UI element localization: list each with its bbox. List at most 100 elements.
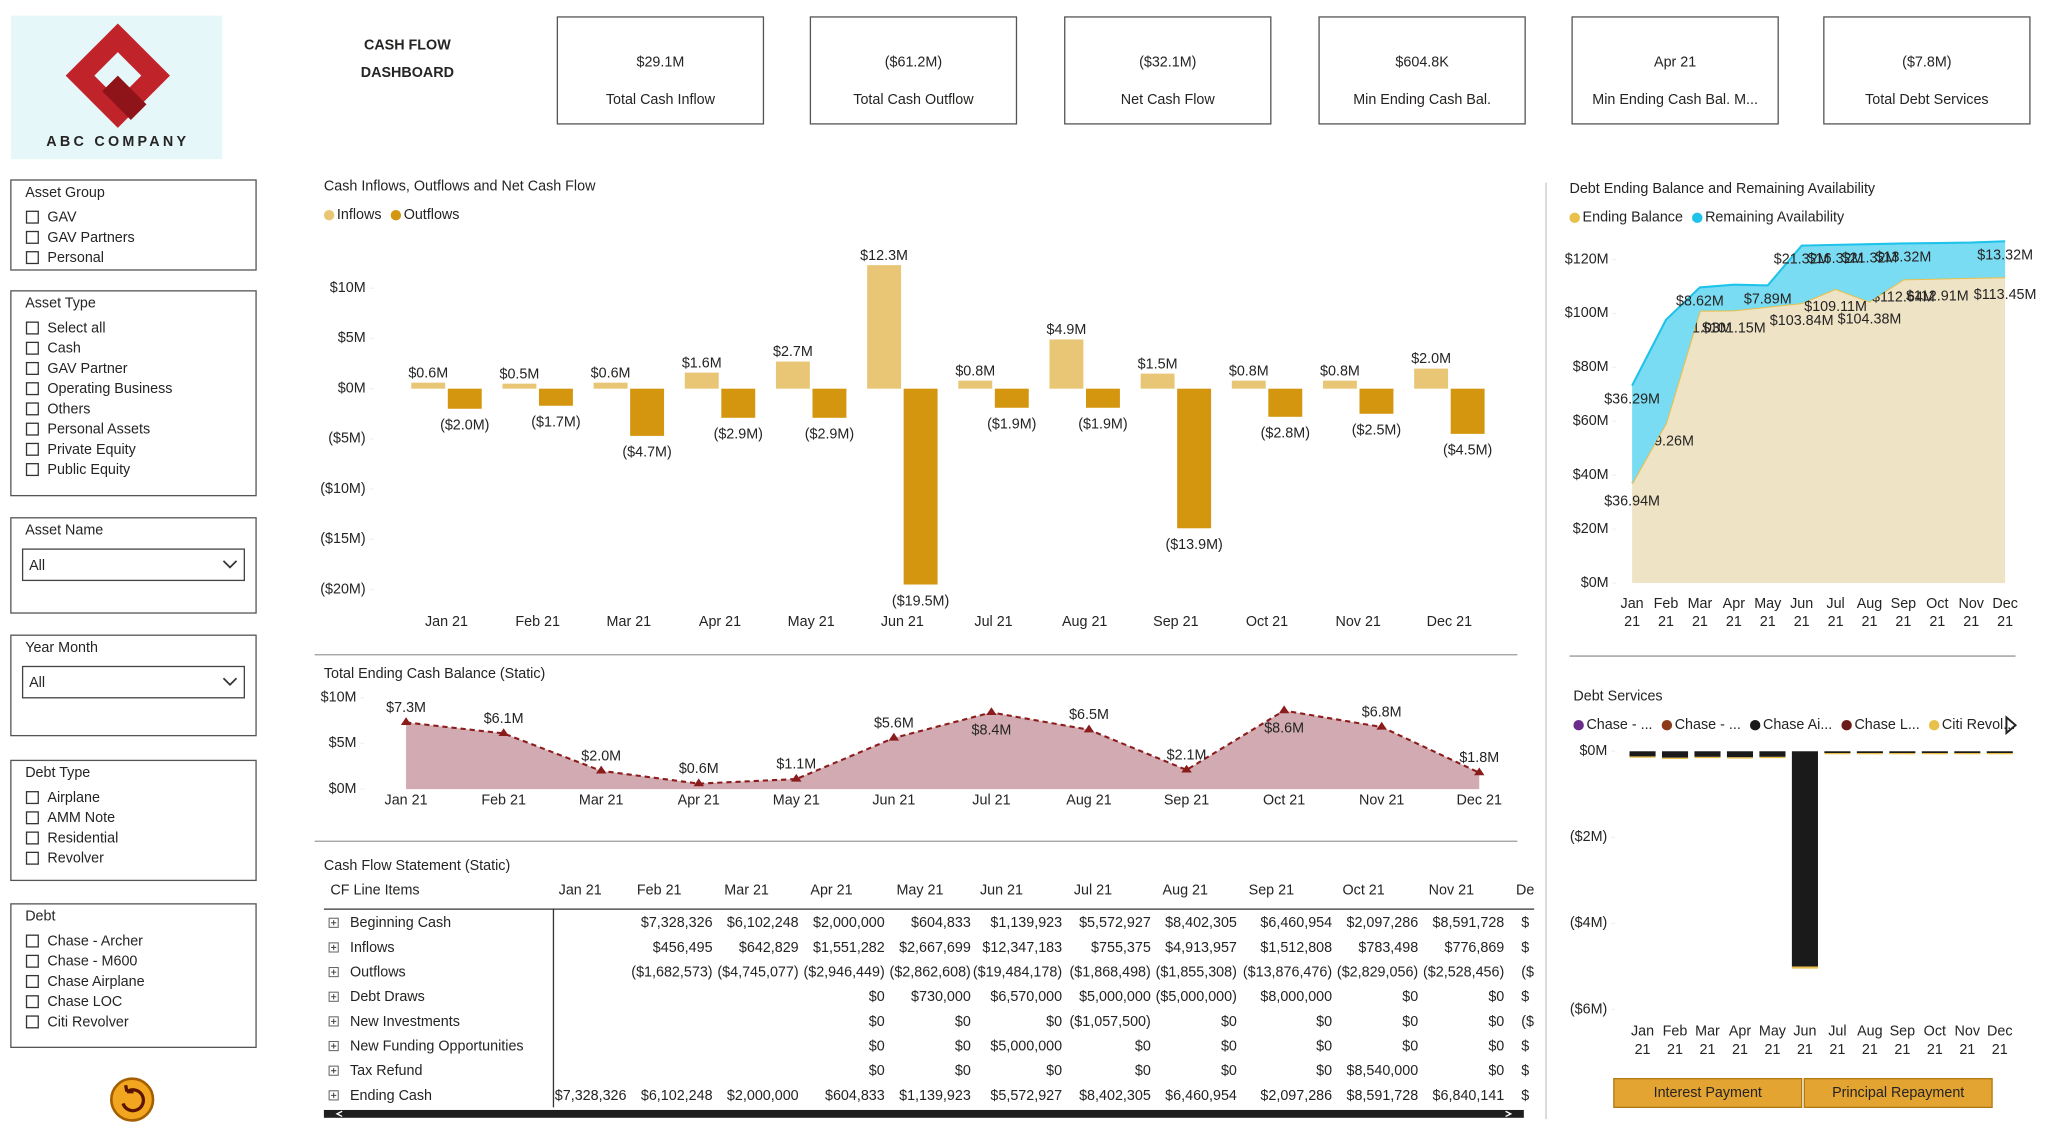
legend-marker: [1749, 719, 1761, 731]
checkbox[interactable]: [25, 831, 39, 845]
checkbox[interactable]: [25, 251, 39, 265]
table-cell: $8,402,305: [1165, 915, 1237, 931]
row-label: Outflows: [350, 965, 406, 981]
column-header: De: [1516, 883, 1534, 899]
data-label: $2.0M: [581, 748, 621, 764]
filter-option[interactable]: Select all: [47, 320, 105, 336]
table-cell: $2,097,286: [1260, 1088, 1332, 1104]
checkbox[interactable]: [25, 422, 39, 436]
filter-option[interactable]: Chase LOC: [47, 994, 122, 1010]
checkbox[interactable]: [25, 1015, 39, 1029]
legend-label: Citi Revol...: [1942, 717, 2015, 733]
table-cell: ($4: [1521, 1014, 1542, 1030]
filter-option[interactable]: Private Equity: [47, 442, 136, 458]
checkbox[interactable]: [25, 341, 39, 355]
filter-option[interactable]: GAV: [47, 210, 77, 226]
table-cell: $8,591,728: [1433, 915, 1505, 931]
filter-option[interactable]: Chase Airplane: [47, 974, 144, 990]
y-tick-label: $0M: [338, 380, 366, 396]
bar: [1856, 752, 1883, 755]
kpi-value: $604.8K: [1395, 54, 1449, 70]
table-cell: $604,833: [825, 1088, 885, 1104]
x-tick-label: Sep 21: [1153, 614, 1198, 630]
filter-option[interactable]: Personal Assets: [47, 422, 150, 438]
filter-option[interactable]: GAV Partner: [47, 361, 127, 377]
x-tick-label: Feb 21: [1654, 596, 1679, 630]
checkbox[interactable]: [25, 463, 39, 477]
kpi-value: ($32.1M): [1139, 54, 1196, 70]
checkbox[interactable]: [25, 851, 39, 865]
filter-option[interactable]: Revolver: [47, 851, 104, 867]
legend-label: Outflows: [404, 207, 460, 223]
table-cell: ($4: [1521, 965, 1542, 981]
table-cell: $: [1521, 940, 1529, 956]
bar: [903, 388, 938, 585]
filter-option[interactable]: Operating Business: [47, 381, 172, 397]
scrollbar[interactable]: [323, 1109, 1524, 1118]
toggle-button[interactable]: [1803, 1078, 1993, 1109]
bar: [812, 388, 847, 418]
table-cell: $: [1521, 915, 1529, 931]
filter-option[interactable]: Public Equity: [47, 462, 131, 478]
filter-option[interactable]: Others: [47, 401, 90, 417]
checkbox[interactable]: [25, 230, 39, 244]
table-cell: $0: [955, 1063, 971, 1079]
checkbox[interactable]: [25, 442, 39, 456]
reset-button[interactable]: [109, 1077, 155, 1122]
filter-title: Year Month: [25, 640, 98, 656]
button-label[interactable]: Interest Payment: [1654, 1085, 1762, 1101]
dropdown-value[interactable]: All: [29, 558, 45, 574]
bar: [1049, 339, 1084, 389]
x-tick-label: Feb 21: [1663, 1023, 1688, 1057]
table-cell: $730,000: [911, 989, 971, 1005]
checkbox[interactable]: [25, 210, 39, 224]
company-name: ABC COMPANY: [46, 134, 189, 150]
checkbox[interactable]: [25, 995, 39, 1009]
checkbox[interactable]: [25, 811, 39, 825]
toggle-button[interactable]: [1613, 1078, 1803, 1109]
legend-next[interactable]: [2005, 715, 2018, 736]
filter-option[interactable]: Chase - Archer: [47, 933, 143, 949]
data-label: $112.64M: [1872, 289, 1935, 305]
dropdown[interactable]: [21, 548, 245, 582]
legend-marker: [1661, 719, 1673, 731]
bar: [1791, 751, 1818, 967]
checkbox[interactable]: [25, 974, 39, 989]
table-cell: $8,591,728: [1346, 1088, 1418, 1104]
filter-option[interactable]: Chase - M600: [47, 954, 137, 970]
filter-option[interactable]: AMM Note: [47, 810, 115, 826]
checkbox[interactable]: [25, 382, 39, 396]
table-cell: $2,000,000: [727, 1088, 799, 1104]
dropdown-value[interactable]: All: [29, 675, 45, 691]
chart: Debt Ending Balance and Remaining Availa…: [1565, 181, 2037, 630]
x-tick-label: Sep 21: [1890, 1023, 1916, 1057]
table-cell: $8,000,000: [1260, 989, 1332, 1005]
x-tick-label: Jul 21: [1826, 596, 1844, 630]
y-tick-label: $20M: [1573, 521, 1609, 537]
filter-option[interactable]: Residential: [47, 830, 118, 846]
filter-option[interactable]: Airplane: [47, 790, 100, 806]
checkbox[interactable]: [25, 361, 39, 375]
row-label: Debt Draws: [350, 989, 425, 1005]
filter-option[interactable]: GAV Partners: [47, 230, 134, 246]
marker: [400, 717, 412, 726]
expand-plus: [331, 944, 337, 951]
dropdown[interactable]: [21, 665, 245, 699]
checkbox[interactable]: [25, 934, 39, 948]
checkbox[interactable]: [25, 321, 39, 335]
button-label[interactable]: Principal Repayment: [1832, 1085, 1964, 1101]
data-label: ($4.5M): [1443, 443, 1492, 459]
checkbox[interactable]: [25, 402, 39, 416]
x-tick-label: Apr 21: [1729, 1023, 1752, 1057]
checkbox[interactable]: [25, 954, 39, 968]
x-tick-label: Aug 21: [1066, 793, 1111, 809]
data-label: ($4.7M): [622, 445, 671, 461]
y-tick-label: $120M: [1565, 251, 1609, 267]
filter-option[interactable]: Citi Revolver: [47, 1014, 128, 1030]
filter-option[interactable]: Personal: [47, 250, 104, 266]
table-cell: ($5,000,000): [1156, 989, 1237, 1005]
filter-option[interactable]: Cash: [47, 341, 80, 357]
data-label: $109.11M: [1804, 299, 1867, 315]
x-tick-label: Nov 21: [1359, 793, 1404, 809]
checkbox[interactable]: [25, 791, 39, 805]
